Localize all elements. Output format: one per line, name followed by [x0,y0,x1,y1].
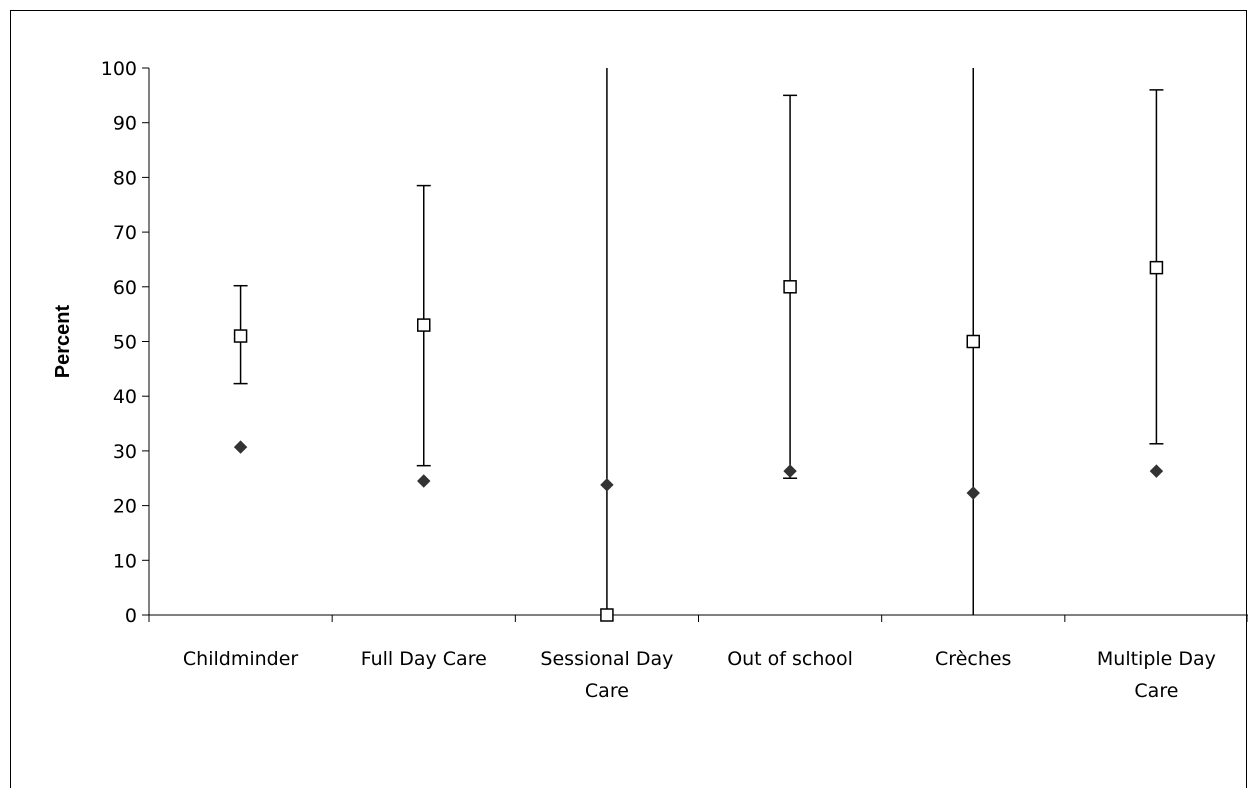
diamond-point [783,464,797,478]
square-series [233,260,1164,622]
diamond-point [966,486,980,500]
square-point [600,608,614,622]
x-category-label: Crèches [935,648,1011,670]
y-axis: 0 10 20 30 40 50 60 70 80 90 100 [101,58,150,627]
x-category-label: Multiple Day [1097,648,1216,670]
y-tick-label: 100 [101,58,137,80]
x-category-label: Sessional Day [540,648,673,670]
error-bars [233,68,1164,615]
y-tick-label: 40 [113,386,137,408]
y-axis-title: Percent [52,304,74,378]
diamond-point [600,478,614,492]
y-tick-label: 10 [113,550,137,572]
square-point [1149,260,1164,275]
y-tick-label: 80 [113,167,137,189]
square-point [233,329,248,343]
chart-frame: 0 10 20 30 40 50 60 70 80 90 100 Childminder Full D… [10,10,1248,788]
y-tick-label: 30 [113,441,137,463]
y-tick-label: 50 [113,332,137,354]
y-tick-label: 70 [113,222,137,244]
x-axis: Childminder Full Day Care Sessional Day Car… [148,614,1248,702]
diamond-point [233,440,248,454]
x-category-label: Full Day Care [361,648,487,670]
x-category-label: Childminder [183,648,299,670]
square-point [417,318,431,332]
square-point [966,334,980,349]
x-category-label: Care [585,680,629,702]
y-tick-label: 60 [113,277,137,299]
y-tick-label: 0 [125,605,137,627]
x-category-label: Care [1134,680,1178,702]
y-tick-label: 90 [113,113,137,135]
diamond-series [233,440,1164,500]
x-category-label: Out of school [727,648,853,670]
percent-error-bar-chart: 0 10 20 30 40 50 60 70 80 90 100 Childminder Full D… [52,58,1248,702]
square-point [783,280,797,294]
diamond-point [1149,464,1164,478]
diamond-point [417,474,431,488]
y-tick-label: 20 [113,496,137,518]
